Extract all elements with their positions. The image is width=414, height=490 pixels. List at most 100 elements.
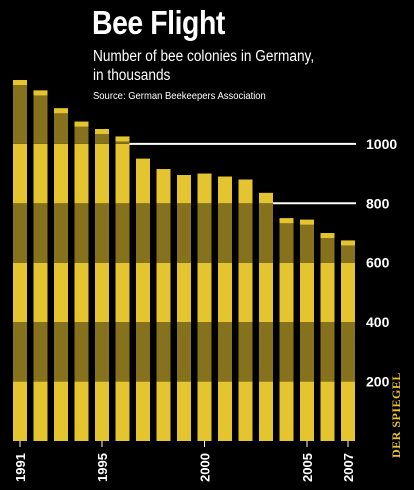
bar-segment <box>218 381 232 441</box>
bar-2006 <box>320 233 335 441</box>
chart-source: Source: German Beekeepers Association <box>93 90 266 102</box>
bar-segment <box>341 240 355 263</box>
bar-segment <box>177 175 191 204</box>
bar-segment <box>259 322 273 382</box>
bar-segment <box>156 203 171 263</box>
bar-segment <box>54 322 68 382</box>
bar-segment <box>300 262 314 323</box>
bar-segment <box>300 219 314 263</box>
bar-segment <box>95 203 109 263</box>
bar-segment <box>218 203 232 263</box>
bar-segment <box>218 262 232 323</box>
bar-top <box>341 240 355 246</box>
subtitle-line-2: in thousands <box>93 67 171 84</box>
bar-segment <box>218 322 232 382</box>
bar-segment <box>136 203 150 263</box>
bar-segment <box>197 262 212 323</box>
bar-1995 <box>95 129 109 441</box>
bar-segment <box>177 381 191 441</box>
bar-segment <box>279 262 294 323</box>
chart-title: Bee Flight <box>92 4 225 41</box>
bar-top <box>177 175 191 181</box>
y-tick-200: 200 <box>366 374 390 390</box>
bar-2002 <box>238 179 253 441</box>
bar-segment <box>320 381 335 441</box>
bar-top <box>13 80 27 85</box>
bar-segment <box>74 121 89 144</box>
bar-segment <box>136 262 150 323</box>
bar-segment <box>74 262 89 323</box>
bar-segment <box>54 262 68 323</box>
spiegel-logo: DER SPIEGEL <box>389 372 403 458</box>
bar-top <box>279 218 294 224</box>
bar-segment <box>136 322 150 382</box>
x-tick-1991: 1991 <box>13 453 28 482</box>
x-axis-ticks: 1991 1995 2000 2005 2007 <box>13 441 356 482</box>
x-tick-2000: 2000 <box>198 453 213 482</box>
x-tick-2005: 2005 <box>300 453 315 482</box>
bar-segment <box>136 381 150 441</box>
bar-segment <box>95 143 109 204</box>
bar-segment <box>341 262 355 323</box>
bar-segment <box>13 381 27 441</box>
bar-segment <box>238 203 253 263</box>
y-tick-800: 800 <box>366 195 390 211</box>
bar-segment <box>177 203 191 263</box>
bar-segment <box>218 176 232 204</box>
bar-segment <box>33 90 48 144</box>
bar-1993 <box>54 108 68 441</box>
bar-top <box>197 173 212 179</box>
subtitle-line-1: Number of bee colonies in Germany, <box>93 48 315 65</box>
bar-segment <box>320 233 335 263</box>
bar-segment <box>300 381 314 441</box>
bar-top <box>115 136 130 142</box>
bar-segment <box>259 381 273 441</box>
bar-segment <box>115 143 130 204</box>
bar-segment <box>136 158 150 204</box>
bar-segment <box>156 322 171 382</box>
bar-segment <box>13 203 27 263</box>
bar-1991 <box>13 80 27 441</box>
bar-segment <box>300 322 314 382</box>
bar-top <box>320 233 335 239</box>
bar-segment <box>54 143 68 204</box>
bar-segment <box>341 381 355 441</box>
bar-segment <box>259 262 273 323</box>
bar-1994 <box>74 121 89 441</box>
bar-segment <box>115 322 130 382</box>
bar-segment <box>33 381 48 441</box>
bar-1996 <box>115 136 130 441</box>
bar-top <box>238 179 253 185</box>
bar-top <box>156 169 171 175</box>
chart-subtitle: Number of bee colonies in Germany, in th… <box>93 47 314 85</box>
bar-1997 <box>136 158 150 441</box>
bar-segment <box>54 381 68 441</box>
bar-top <box>74 121 89 127</box>
bar-segment <box>115 381 130 441</box>
bar-segment <box>74 381 89 441</box>
bar-2001 <box>218 176 232 441</box>
bar-segment <box>95 322 109 382</box>
bar-top <box>136 158 150 164</box>
bar-segment <box>74 143 89 204</box>
bar-segment <box>259 192 273 204</box>
bar-segment <box>238 262 253 323</box>
bar-segment <box>74 322 89 382</box>
bar-2003 <box>259 192 273 441</box>
bar-1999 <box>177 175 191 441</box>
bar-segment <box>279 218 294 263</box>
bar-segment <box>259 203 273 263</box>
bar-segment <box>279 381 294 441</box>
bar-segment <box>197 203 212 263</box>
y-tick-600: 600 <box>366 255 390 271</box>
bar-segment <box>54 108 68 144</box>
bar-segment <box>279 322 294 382</box>
bar-segment <box>197 381 212 441</box>
bar-segment <box>156 169 171 204</box>
bar-segment <box>13 143 27 204</box>
bar-top <box>54 108 68 114</box>
bar-segment <box>74 203 89 263</box>
bar-segment <box>115 203 130 263</box>
bar-segment <box>33 203 48 263</box>
bar-top <box>95 129 109 135</box>
